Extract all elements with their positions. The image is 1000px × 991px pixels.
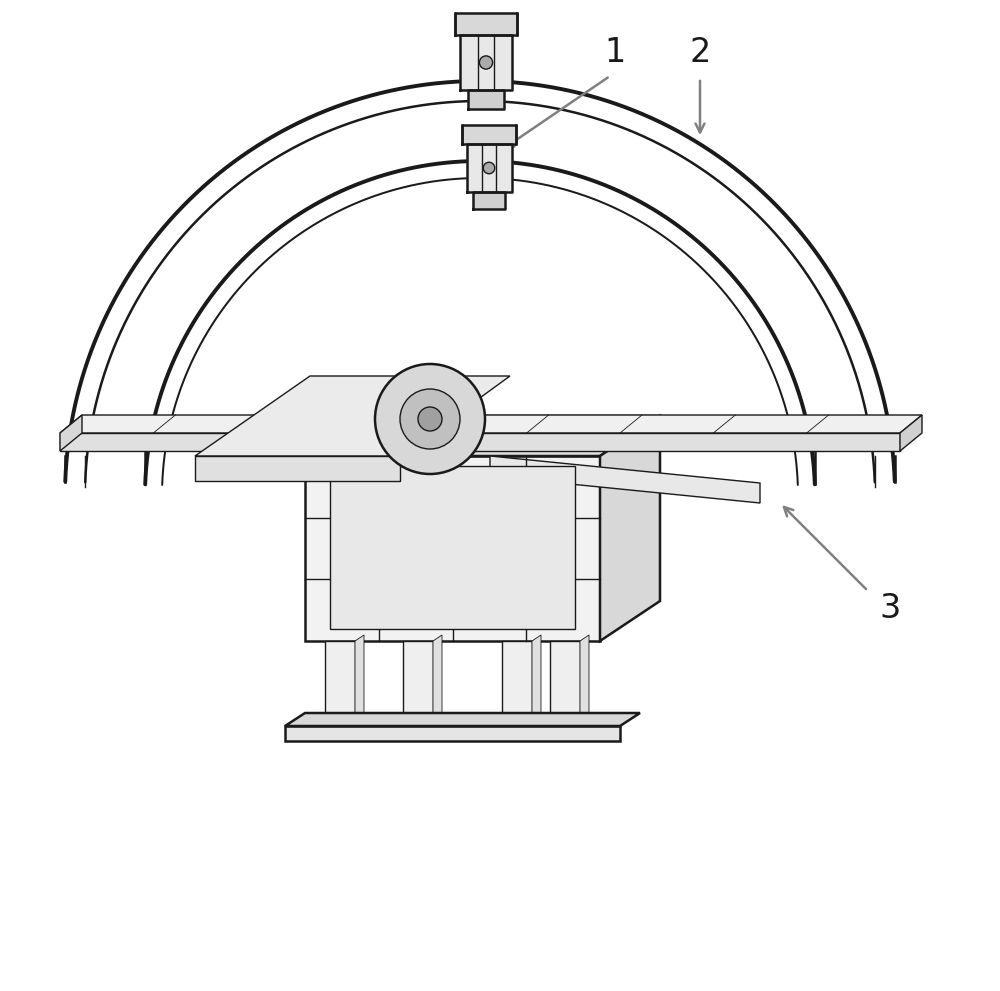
Polygon shape (473, 192, 505, 209)
Polygon shape (600, 416, 660, 641)
Polygon shape (195, 376, 510, 456)
Polygon shape (490, 456, 760, 503)
Polygon shape (195, 456, 400, 481)
Polygon shape (285, 726, 620, 741)
Polygon shape (900, 415, 922, 451)
Polygon shape (403, 641, 433, 726)
Polygon shape (468, 90, 504, 109)
Polygon shape (502, 641, 532, 726)
Polygon shape (60, 415, 82, 451)
Polygon shape (462, 125, 516, 144)
Polygon shape (460, 35, 512, 90)
Polygon shape (60, 433, 900, 451)
Text: 2: 2 (689, 37, 711, 69)
Circle shape (375, 364, 485, 474)
Polygon shape (466, 144, 512, 192)
Polygon shape (305, 416, 660, 456)
Polygon shape (433, 635, 442, 726)
Polygon shape (285, 713, 640, 726)
Polygon shape (60, 415, 922, 433)
Text: 1: 1 (604, 37, 626, 69)
Circle shape (479, 55, 493, 69)
Polygon shape (455, 13, 517, 35)
Polygon shape (580, 635, 589, 726)
Circle shape (483, 163, 495, 173)
Polygon shape (305, 456, 600, 641)
Circle shape (400, 389, 460, 449)
Polygon shape (355, 635, 364, 726)
Text: 3: 3 (879, 593, 901, 625)
Circle shape (418, 407, 442, 431)
Polygon shape (532, 635, 541, 726)
Polygon shape (550, 641, 580, 726)
Polygon shape (325, 641, 355, 726)
Polygon shape (330, 466, 575, 629)
